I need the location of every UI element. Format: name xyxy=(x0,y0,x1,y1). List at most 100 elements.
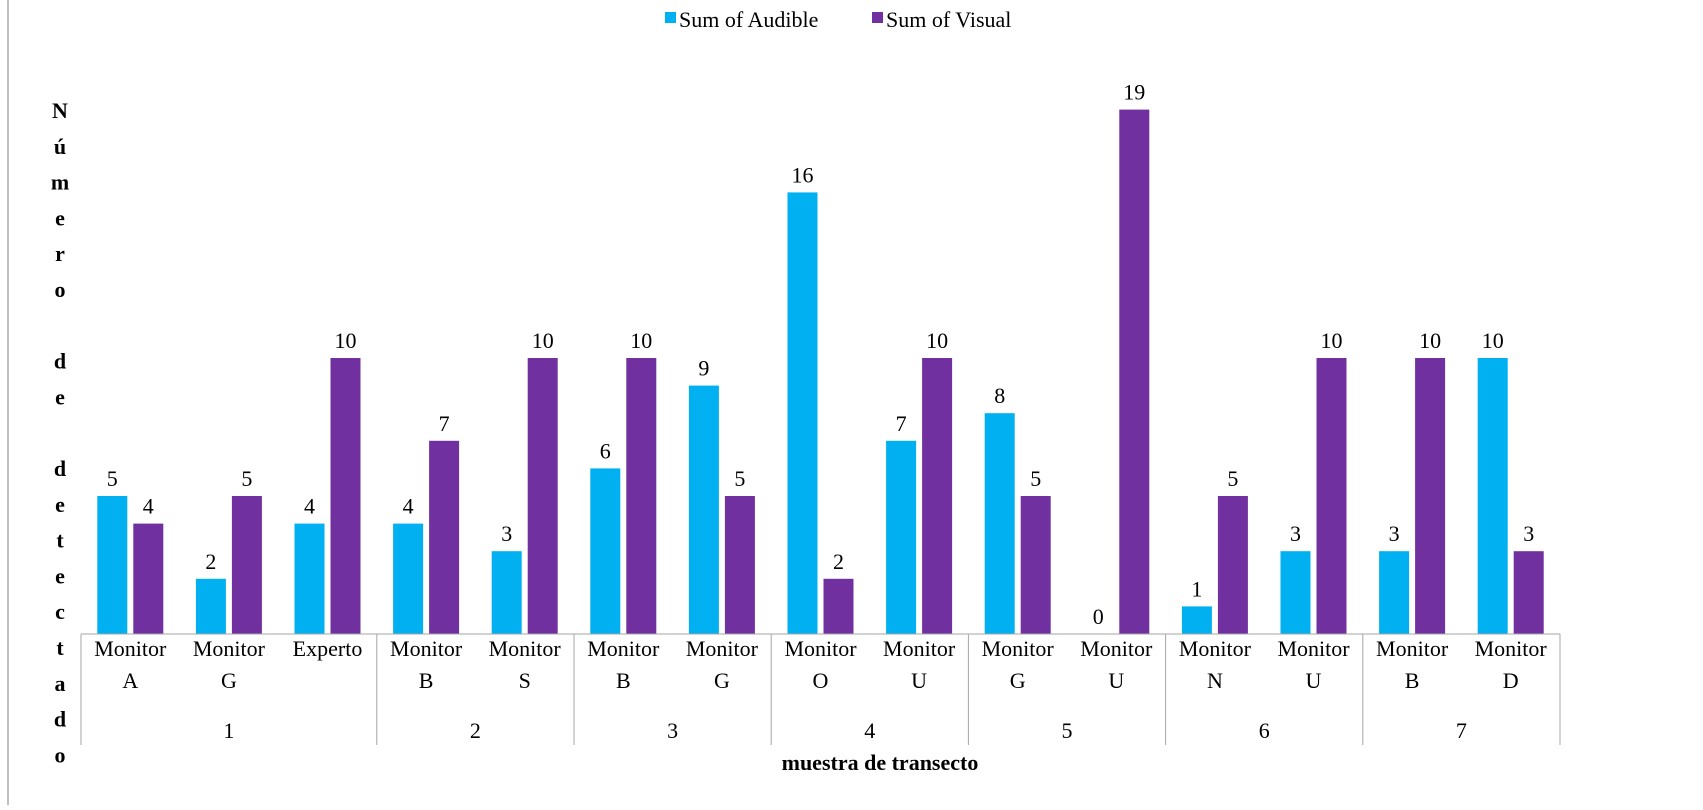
data-label-s1-3: 7 xyxy=(439,411,450,436)
group-label-4: 5 xyxy=(1062,718,1073,743)
bar-s0-0 xyxy=(97,496,128,634)
data-label-s0-0: 5 xyxy=(107,466,118,491)
y-axis-title-letter-10: d xyxy=(54,456,66,481)
data-label-s1-9: 5 xyxy=(1030,466,1041,491)
category-sublabel-12: U xyxy=(1306,668,1322,693)
bar-s1-12 xyxy=(1316,358,1347,634)
data-label-s1-13: 10 xyxy=(1419,328,1441,353)
bar-s0-1 xyxy=(195,578,226,634)
category-sublabel-3: B xyxy=(419,668,434,693)
category-sublabel-0: A xyxy=(122,668,138,693)
y-axis-title-letter-18: o xyxy=(55,742,66,767)
data-label-s1-14: 3 xyxy=(1523,521,1534,546)
category-sublabel-9: G xyxy=(1010,668,1026,693)
y-axis-title-letter-13: e xyxy=(55,563,65,588)
data-label-s0-12: 3 xyxy=(1290,521,1301,546)
y-axis-title-letter-4: r xyxy=(55,241,65,266)
y-axis-title-letter-3: e xyxy=(55,205,65,230)
y-axis-title-letter-8: e xyxy=(55,384,65,409)
bar-s1-13 xyxy=(1415,358,1446,634)
data-label-s1-11: 5 xyxy=(1227,466,1238,491)
bar-s1-2 xyxy=(330,358,361,634)
bar-s1-9 xyxy=(1020,496,1051,634)
bar-s0-2 xyxy=(294,523,325,634)
bar-s0-8 xyxy=(886,440,917,634)
category-label-9: Monitor xyxy=(982,636,1055,661)
category-label-4: Monitor xyxy=(489,636,562,661)
data-label-s1-2: 10 xyxy=(335,328,357,353)
data-label-s0-4: 3 xyxy=(501,521,512,546)
data-label-s0-2: 4 xyxy=(304,494,315,519)
category-label-7: Monitor xyxy=(784,636,857,661)
bar-s1-4 xyxy=(527,358,558,634)
legend-label-0: Sum of Audible xyxy=(679,7,818,32)
category-sublabel-13: B xyxy=(1405,668,1420,693)
bars xyxy=(97,109,1544,635)
bar-s1-7 xyxy=(823,578,854,634)
y-axis-title-letter-11: e xyxy=(55,492,65,517)
data-label-s0-5: 6 xyxy=(600,438,611,463)
y-axis-title-letter-0: N xyxy=(52,98,68,123)
legend: Sum of Audible Sum of Visual xyxy=(665,7,1011,32)
bar-s1-8 xyxy=(922,358,953,634)
group-label-6: 7 xyxy=(1456,718,1467,743)
data-label-s0-7: 16 xyxy=(792,162,814,187)
y-axis-title-letter-5: o xyxy=(55,277,66,302)
data-label-s1-12: 10 xyxy=(1321,328,1343,353)
data-label-s1-1: 5 xyxy=(241,466,252,491)
data-label-s1-10: 19 xyxy=(1123,80,1145,105)
y-axis-title-letter-7: d xyxy=(54,349,66,374)
category-label-5: Monitor xyxy=(587,636,660,661)
group-label-1: 2 xyxy=(470,718,481,743)
bar-s0-9 xyxy=(984,413,1015,634)
bar-s0-4 xyxy=(491,551,522,634)
category-label-11: Monitor xyxy=(1179,636,1252,661)
category-sublabel-1: G xyxy=(221,668,237,693)
y-axis-title-letter-16: a xyxy=(55,671,66,696)
category-sublabel-6: G xyxy=(714,668,730,693)
bar-s1-1 xyxy=(231,496,262,634)
y-axis-title-letter-17: d xyxy=(54,707,66,732)
category-sublabel-8: U xyxy=(911,668,927,693)
data-label-s0-3: 4 xyxy=(403,494,414,519)
data-label-s0-10: 0 xyxy=(1093,604,1104,629)
category-sublabel-14: D xyxy=(1503,668,1519,693)
bar-s1-6 xyxy=(724,496,755,634)
data-label-s1-8: 10 xyxy=(926,328,948,353)
y-axis-title-letter-1: ú xyxy=(54,134,66,159)
bar-s0-6 xyxy=(688,385,719,634)
category-sublabel-10: U xyxy=(1108,668,1124,693)
group-label-0: 1 xyxy=(223,718,234,743)
category-sublabel-5: B xyxy=(616,668,631,693)
data-label-s1-7: 2 xyxy=(833,549,844,574)
y-axis-title-letter-14: c xyxy=(55,599,65,624)
category-label-12: Monitor xyxy=(1277,636,1350,661)
bar-s1-14 xyxy=(1513,551,1544,634)
category-label-3: Monitor xyxy=(390,636,463,661)
bar-s0-13 xyxy=(1379,551,1410,634)
y-axis-title-letter-15: t xyxy=(56,635,64,660)
data-label-s0-8: 7 xyxy=(896,411,907,436)
data-label-s0-13: 3 xyxy=(1389,521,1400,546)
category-label-0: Monitor xyxy=(94,636,167,661)
x-axis-title: muestra de transecto xyxy=(782,750,979,775)
data-label-s0-11: 1 xyxy=(1191,576,1202,601)
legend-label-1: Sum of Visual xyxy=(886,7,1011,32)
bar-s1-10 xyxy=(1119,109,1150,635)
data-label-s1-0: 4 xyxy=(143,494,154,519)
legend-swatch-1 xyxy=(872,12,883,23)
category-sublabel-7: O xyxy=(813,668,829,693)
y-axis-title-letter-2: m xyxy=(51,170,69,195)
category-sublabel-11: N xyxy=(1207,668,1223,693)
group-label-3: 4 xyxy=(864,718,875,743)
bar-s0-7 xyxy=(787,192,818,634)
data-label-s0-6: 9 xyxy=(698,356,709,381)
category-label-10: Monitor xyxy=(1080,636,1153,661)
bar-s0-3 xyxy=(393,523,424,634)
y-axis-title-letter-12: t xyxy=(56,528,64,553)
